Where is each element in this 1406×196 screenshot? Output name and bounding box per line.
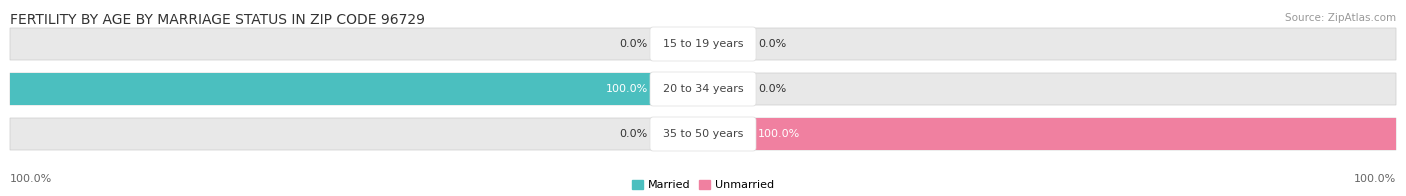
Text: FERTILITY BY AGE BY MARRIAGE STATUS IN ZIP CODE 96729: FERTILITY BY AGE BY MARRIAGE STATUS IN Z… (10, 13, 425, 27)
FancyBboxPatch shape (10, 28, 703, 60)
Text: 20 to 34 years: 20 to 34 years (662, 84, 744, 94)
Text: 35 to 50 years: 35 to 50 years (662, 129, 744, 139)
FancyBboxPatch shape (703, 73, 1396, 105)
FancyBboxPatch shape (703, 118, 1396, 150)
FancyBboxPatch shape (10, 73, 703, 105)
Text: Source: ZipAtlas.com: Source: ZipAtlas.com (1285, 13, 1396, 23)
Text: 100.0%: 100.0% (1354, 174, 1396, 184)
Text: 15 to 19 years: 15 to 19 years (662, 39, 744, 49)
Text: 0.0%: 0.0% (620, 129, 648, 139)
FancyBboxPatch shape (650, 72, 756, 106)
Text: 100.0%: 100.0% (606, 84, 648, 94)
FancyBboxPatch shape (754, 118, 1396, 150)
FancyBboxPatch shape (650, 117, 756, 151)
Text: 0.0%: 0.0% (620, 39, 648, 49)
Legend: Married, Unmarried: Married, Unmarried (633, 180, 773, 191)
Text: 0.0%: 0.0% (758, 84, 786, 94)
Text: 100.0%: 100.0% (758, 129, 800, 139)
FancyBboxPatch shape (703, 28, 1396, 60)
Text: 0.0%: 0.0% (758, 39, 786, 49)
Text: 100.0%: 100.0% (10, 174, 52, 184)
FancyBboxPatch shape (10, 118, 703, 150)
FancyBboxPatch shape (10, 73, 703, 105)
FancyBboxPatch shape (650, 27, 756, 61)
